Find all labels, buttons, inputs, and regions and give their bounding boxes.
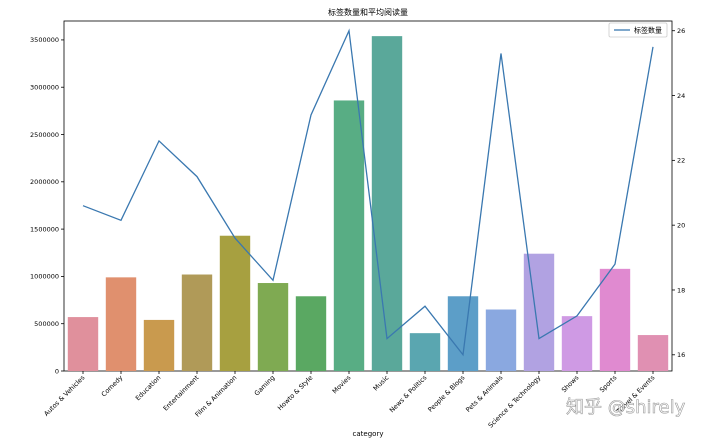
left-y-tick-label: 1500000 bbox=[30, 225, 59, 233]
right-y-tick-label: 18 bbox=[677, 286, 685, 294]
bar bbox=[409, 333, 441, 371]
x-tick-label: Education bbox=[134, 374, 163, 403]
bar bbox=[295, 296, 327, 371]
bar bbox=[67, 317, 99, 371]
line-series bbox=[82, 28, 654, 357]
x-tick-label: Gaming bbox=[253, 374, 277, 398]
x-tick-label: Film & Animation bbox=[193, 374, 238, 419]
bar bbox=[485, 309, 517, 371]
bar bbox=[637, 335, 669, 371]
bar bbox=[523, 253, 555, 371]
legend-label: 标签数量 bbox=[634, 26, 662, 35]
legend-box bbox=[608, 22, 668, 38]
bar bbox=[447, 296, 479, 371]
x-tick-label: Comedy bbox=[100, 374, 125, 399]
plot-area bbox=[63, 20, 673, 372]
x-tick-labels: Autos & Vehicles Comedy Education Entertain… bbox=[42, 371, 657, 429]
chart-title: 标签数量和平均阅读量 bbox=[328, 7, 408, 17]
legend: 标签数量 bbox=[608, 22, 668, 38]
left-y-tick-labels: 0 500000 1000000 1500000 2000000 2500000 30000… bbox=[30, 36, 64, 375]
left-y-tick-label: 0 bbox=[55, 367, 59, 375]
x-tick-label: Pets & Animals bbox=[464, 373, 505, 414]
x-tick-label: Music bbox=[372, 373, 391, 392]
bar-series bbox=[67, 36, 669, 372]
left-y-tick-label: 3000000 bbox=[30, 84, 59, 92]
right-y-tick-label: 24 bbox=[677, 92, 685, 100]
x-tick-label: Autos & Vehicles bbox=[42, 373, 86, 417]
right-y-tick-label: 26 bbox=[677, 27, 685, 35]
right-y-tick-labels: 16 18 20 22 24 26 bbox=[672, 27, 685, 359]
bar bbox=[561, 316, 593, 371]
x-tick-label: People & Blogs bbox=[426, 373, 466, 413]
bar bbox=[219, 235, 251, 371]
bar bbox=[143, 319, 175, 371]
x-tick-label: Movies bbox=[331, 373, 353, 395]
x-tick-label: Howto & Style bbox=[276, 374, 314, 412]
watermark: 知乎 @shirely bbox=[566, 397, 686, 418]
bar bbox=[257, 283, 289, 371]
x-axis-label: category bbox=[353, 430, 384, 438]
bar bbox=[105, 277, 137, 371]
x-tick-label: Sports bbox=[598, 373, 619, 394]
bar bbox=[599, 268, 631, 371]
bar bbox=[371, 36, 403, 372]
axes-border bbox=[63, 20, 673, 372]
left-y-tick-label: 2500000 bbox=[30, 131, 59, 139]
left-y-tick-label: 500000 bbox=[34, 320, 59, 328]
bar bbox=[181, 274, 213, 371]
x-tick-label: Entertainment bbox=[162, 373, 201, 412]
right-y-tick-label: 22 bbox=[677, 157, 685, 165]
left-y-tick-label: 2000000 bbox=[30, 178, 59, 186]
left-y-tick-label: 3500000 bbox=[30, 36, 59, 44]
bar bbox=[333, 100, 365, 371]
x-tick-label: News & Politics bbox=[388, 373, 429, 414]
right-y-tick-label: 20 bbox=[677, 221, 685, 229]
left-y-tick-label: 1000000 bbox=[30, 273, 59, 281]
right-y-tick-label: 16 bbox=[677, 351, 685, 359]
x-tick-label: Shows bbox=[560, 373, 581, 394]
line-path bbox=[82, 28, 654, 357]
